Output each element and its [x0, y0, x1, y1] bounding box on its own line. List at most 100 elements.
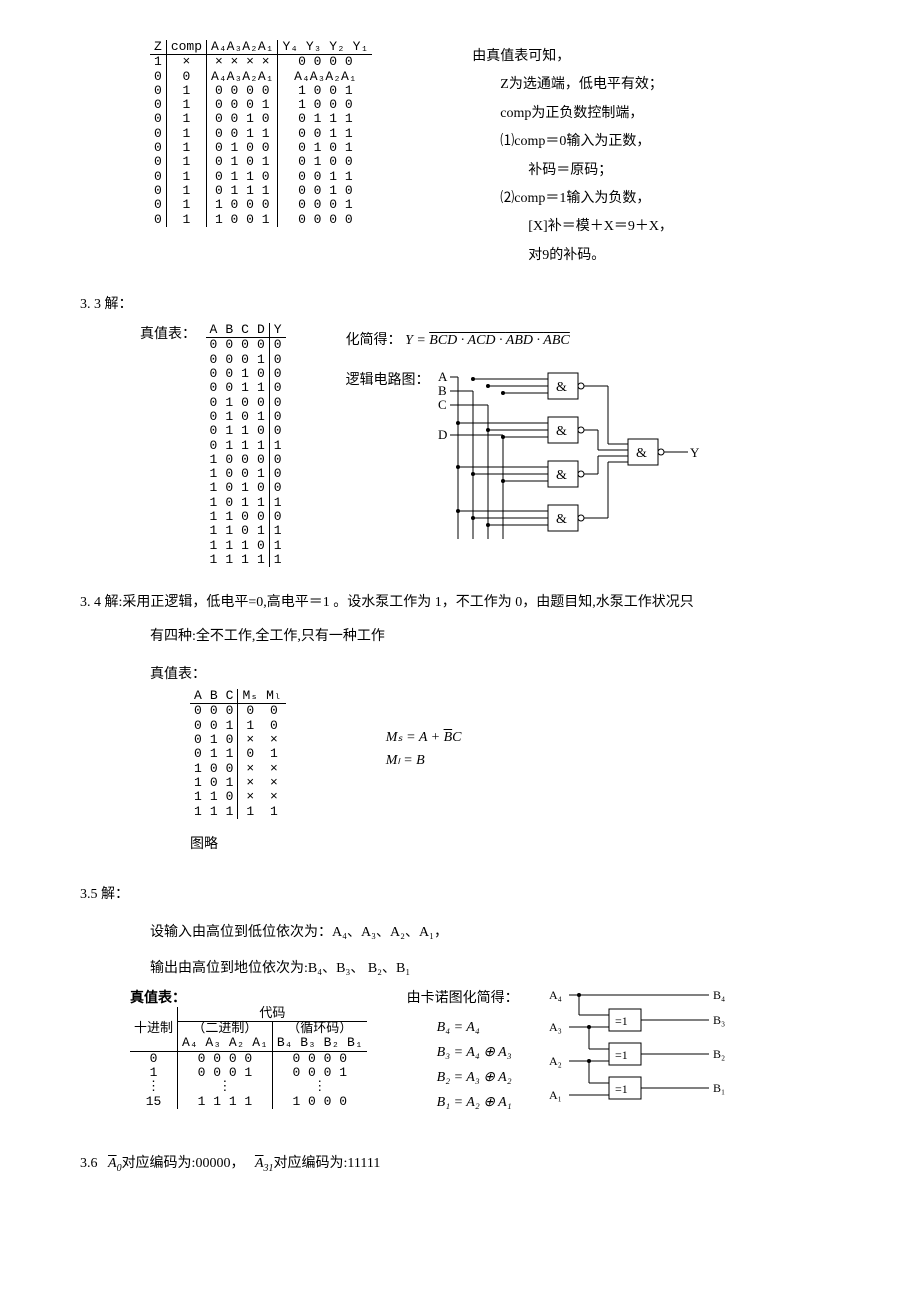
cell: 0 1 1 0: [207, 170, 278, 184]
th: （二进制）: [178, 1022, 273, 1037]
cell: ×: [238, 733, 262, 747]
cell: 1: [237, 424, 253, 438]
cell: 0: [269, 410, 285, 424]
cell: 1: [206, 790, 222, 804]
cell: 1: [190, 776, 206, 790]
equation: B₂ = A₃ ⊕ A₂: [437, 1065, 519, 1090]
cell: 0: [206, 704, 222, 719]
cell: 1: [253, 524, 269, 538]
cell: 0 0 1 1: [278, 127, 372, 141]
th: Y₄ Y₃ Y₂ Y₁: [278, 40, 372, 55]
cell: 0: [221, 338, 237, 353]
note-line: [X]补＝模＋X＝9＋X，: [528, 216, 673, 238]
th: Y: [269, 323, 285, 338]
cell: 1: [221, 410, 237, 424]
cell: 1: [206, 524, 222, 538]
cell: ⋮: [130, 1080, 178, 1094]
input-a: A: [438, 369, 448, 384]
cell: 1: [237, 496, 253, 510]
input-b: B: [438, 383, 447, 398]
cell: 1: [206, 747, 222, 761]
th: B₄ B₃ B₂ B₁: [272, 1036, 366, 1051]
cell: 1: [166, 141, 206, 155]
cell: 1: [253, 353, 269, 367]
th: A: [206, 323, 222, 338]
cell: 0: [150, 84, 166, 98]
nand-gate-4: &: [548, 505, 584, 531]
cell: 1: [253, 410, 269, 424]
cell: 0 0 1 0: [207, 112, 278, 126]
cell: 0: [150, 127, 166, 141]
cell: 0: [237, 510, 253, 524]
nand-gate-3: &: [548, 461, 584, 487]
cell: A₄A₃A₂A₁: [278, 70, 372, 84]
cell: 0: [269, 367, 285, 381]
cell: 0: [269, 467, 285, 481]
cell: 0: [166, 70, 206, 84]
cell: 0: [150, 155, 166, 169]
cell: 1: [253, 467, 269, 481]
cell: 0: [221, 481, 237, 495]
cell: 0: [150, 170, 166, 184]
cell: 0 0 0 1: [178, 1066, 273, 1080]
note-line: 补码＝原码；: [528, 160, 673, 182]
cell: 0: [221, 496, 237, 510]
cell: 0: [222, 762, 238, 776]
note-line: ⑴comp＝0输入为正数，: [500, 131, 673, 153]
th: comp: [166, 40, 206, 55]
cell: 0: [238, 704, 262, 719]
in-a1: A₁: [549, 1088, 562, 1102]
cell: 1: [253, 439, 269, 453]
truth-table-35: 十进制 代码 （二进制） （循环码） A₄ A₃ A₂ A₁ B₄ B₃ B₂ …: [130, 1007, 367, 1109]
cell: ×: [262, 790, 286, 804]
cell: 0 0 0 1: [272, 1066, 366, 1080]
cell: ⋮: [272, 1080, 366, 1094]
cell: 0: [206, 719, 222, 733]
cell: 0: [206, 410, 222, 424]
cell: 0: [206, 381, 222, 395]
th: 代码: [178, 1007, 367, 1022]
cell: 0 0 0 0: [207, 84, 278, 98]
cell: 0: [206, 762, 222, 776]
cell: 0: [237, 410, 253, 424]
cell: 1: [166, 170, 206, 184]
th: （循环码）: [272, 1022, 366, 1037]
note-line: Z为选通端，低电平有效；: [500, 74, 673, 96]
cell: 0 1 0 0: [207, 141, 278, 155]
simplify-line: 化简得： Y = BCD · ACD · ABD · ABC: [346, 329, 698, 349]
output-y: Y: [690, 445, 700, 460]
cell: 1: [238, 719, 262, 733]
cell: 1: [166, 98, 206, 112]
cell: 1: [130, 1066, 178, 1080]
cell: 0: [190, 747, 206, 761]
cell: 1: [221, 510, 237, 524]
cell: 0: [253, 539, 269, 553]
omit-label: 图略: [190, 833, 840, 853]
cell: 0 1 1 1: [278, 112, 372, 126]
cell: 0 0 1 1: [278, 170, 372, 184]
th: C: [237, 323, 253, 338]
cell: 0: [206, 776, 222, 790]
cell: 0 0 0 0: [278, 213, 372, 227]
body-text: 设输入由高位到低位依次为：A₄、A₃、A₂、A₁，: [150, 921, 840, 941]
cell: 0: [237, 396, 253, 410]
cell: 0: [206, 353, 222, 367]
equations-34: Mₛ = A + BC Mₗ = B: [386, 729, 462, 819]
cell: 1: [166, 127, 206, 141]
cell: 0 1 0 1: [278, 141, 372, 155]
svg-text:&: &: [556, 512, 567, 527]
label: 化简得：: [346, 333, 402, 348]
cell: 0 1 0 0: [278, 155, 372, 169]
cell: ⋮: [178, 1080, 273, 1094]
note-line: 对9的补码。: [528, 245, 673, 267]
th: A: [190, 689, 206, 704]
in-a2: A₂: [549, 1054, 562, 1068]
cell: 1: [237, 481, 253, 495]
cell: ×: [262, 733, 286, 747]
cell: 0: [269, 338, 285, 353]
cell: 0: [269, 481, 285, 495]
cell: 0: [150, 213, 166, 227]
cell: 1: [166, 213, 206, 227]
cell: 0: [237, 453, 253, 467]
cell: 1: [262, 747, 286, 761]
